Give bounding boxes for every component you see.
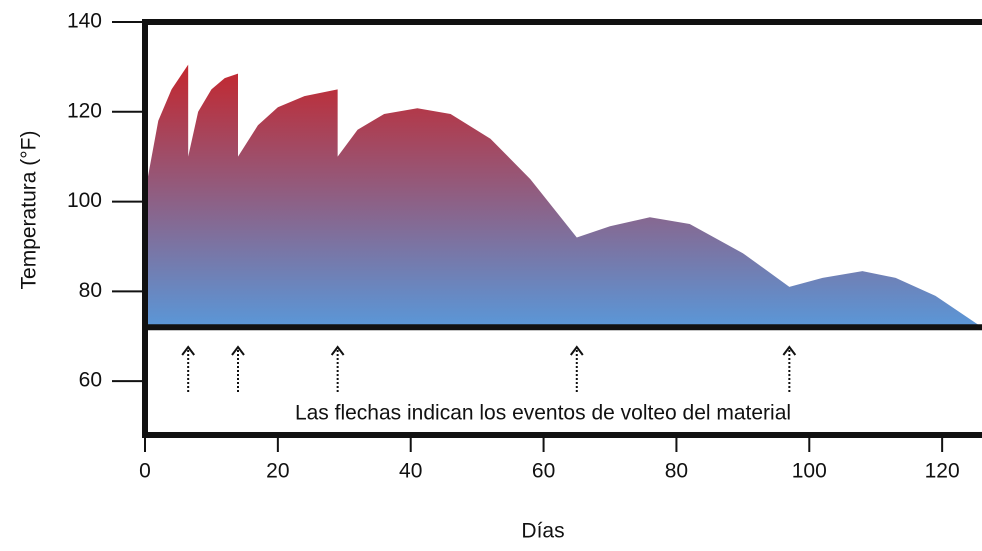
annotation: Las flechas indican los eventos de volte… bbox=[295, 402, 791, 425]
x-tick-label: 80 bbox=[665, 460, 688, 483]
event-arrow-head bbox=[330, 345, 345, 356]
event-arrow-head bbox=[231, 345, 245, 356]
area bbox=[145, 64, 982, 328]
y-tick-label: 60 bbox=[79, 369, 102, 392]
y-tick-label: 80 bbox=[79, 279, 102, 302]
event-arrow-head bbox=[181, 345, 195, 356]
x-tick-label: 20 bbox=[266, 460, 289, 483]
x-tick-label: 0 bbox=[139, 460, 151, 483]
y-axis-label: Temperatura (°F) bbox=[18, 131, 41, 290]
x-tick-label: 40 bbox=[399, 460, 422, 483]
event-arrow-head bbox=[569, 345, 584, 356]
x-tick-label: 100 bbox=[792, 460, 827, 483]
event-arrow-head bbox=[782, 345, 797, 356]
x-tick-label: 120 bbox=[925, 460, 960, 483]
y-tick-label: 100 bbox=[67, 189, 102, 212]
x-tick-label: 60 bbox=[532, 460, 555, 483]
y-tick-label: 120 bbox=[67, 99, 102, 122]
y-tick-label: 140 bbox=[67, 10, 102, 33]
x-axis-label: Días bbox=[521, 520, 564, 543]
